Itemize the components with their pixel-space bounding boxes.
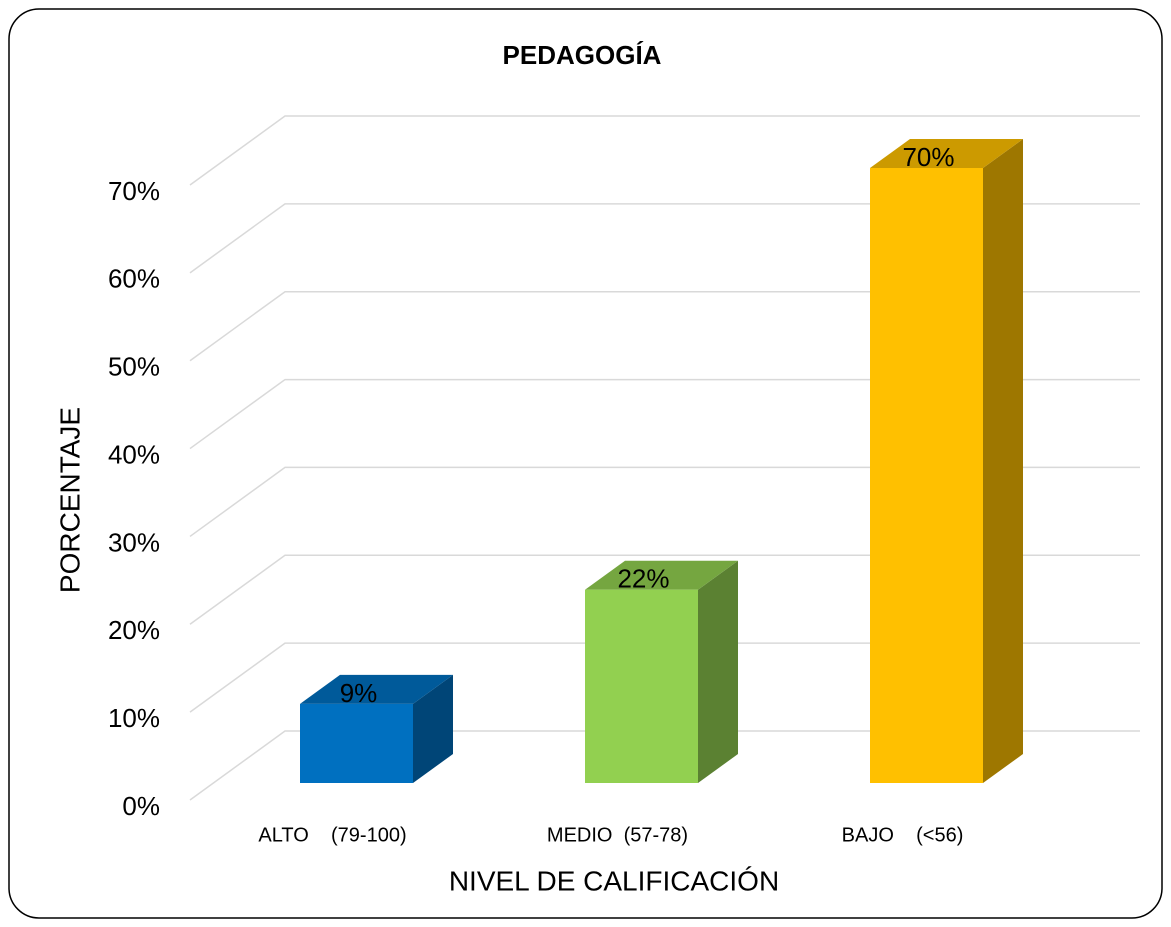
chart-title: PEDAGOGÍA xyxy=(503,40,662,70)
bar-top xyxy=(870,139,1023,168)
grid-line xyxy=(189,378,1140,450)
bar-top xyxy=(300,674,453,704)
x-tick-label: BAJO (<56) xyxy=(842,824,964,846)
y-tick-label: 30% xyxy=(108,527,160,557)
grid-line xyxy=(189,730,1140,801)
data-label: 9% xyxy=(340,678,378,708)
bar xyxy=(585,589,698,783)
y-tick-label: 50% xyxy=(108,352,160,382)
y-tick-label: 60% xyxy=(108,264,160,294)
y-tick-label: 10% xyxy=(108,703,160,733)
x-axis-title: NIVEL DE CALIFICACIÓN xyxy=(449,865,779,896)
bar-top xyxy=(585,560,738,590)
x-tick-label: MEDIO (57-78) xyxy=(547,824,688,846)
y-tick-label: 40% xyxy=(108,439,160,469)
grid-line xyxy=(189,554,1140,625)
grid-line xyxy=(189,466,1140,538)
y-axis-title: PORCENTAJE xyxy=(54,407,85,593)
bar xyxy=(300,703,413,783)
data-label: 70% xyxy=(902,142,954,172)
x-tick-label: ALTO (79-100) xyxy=(258,824,406,846)
y-tick-label: 0% xyxy=(122,791,160,821)
grid-line xyxy=(189,642,1140,713)
grid-line xyxy=(189,115,1140,186)
grid-line xyxy=(189,203,1140,274)
y-tick-label: 20% xyxy=(108,615,160,645)
bar-side xyxy=(698,560,738,783)
grid-line xyxy=(189,290,1140,362)
bar-side xyxy=(983,139,1023,783)
data-label: 22% xyxy=(617,564,669,594)
y-tick-label: 70% xyxy=(108,176,160,206)
bar xyxy=(870,168,983,783)
bar-side xyxy=(413,674,453,783)
